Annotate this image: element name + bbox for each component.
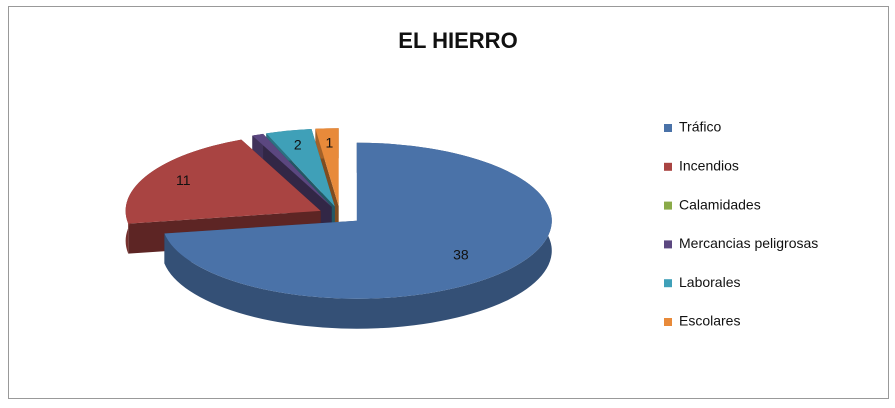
- pie: 38 11 2 1: [125, 128, 552, 329]
- legend-swatch: [664, 279, 672, 288]
- legend: Tráfico Incendios Calamidades Mercancias pe…: [664, 119, 818, 329]
- legend-label: Tráfico: [679, 119, 721, 135]
- legend-swatch: [664, 162, 672, 171]
- chart-title: EL HIERRO: [398, 28, 517, 53]
- legend-label: Incendios: [679, 158, 739, 174]
- pie-slice: [164, 142, 552, 299]
- legend-label: Escolares: [679, 313, 740, 329]
- pie-slice: [266, 129, 335, 207]
- legend-label: Laborales: [679, 274, 741, 290]
- data-label: 38: [453, 247, 469, 263]
- legend-label: Mercancias peligrosas: [679, 235, 818, 251]
- data-label: 11: [176, 172, 191, 188]
- legend-swatch: [664, 201, 672, 210]
- data-label: 1: [325, 135, 333, 151]
- pie-slice: [252, 133, 332, 207]
- legend-swatch: [664, 318, 672, 326]
- legend-label: Calamidades: [679, 196, 761, 212]
- legend-swatch: [664, 240, 672, 249]
- pie-slice: [125, 139, 321, 224]
- data-label: 2: [294, 137, 302, 153]
- pie-slice: [315, 128, 339, 207]
- legend-swatch: [664, 124, 672, 132]
